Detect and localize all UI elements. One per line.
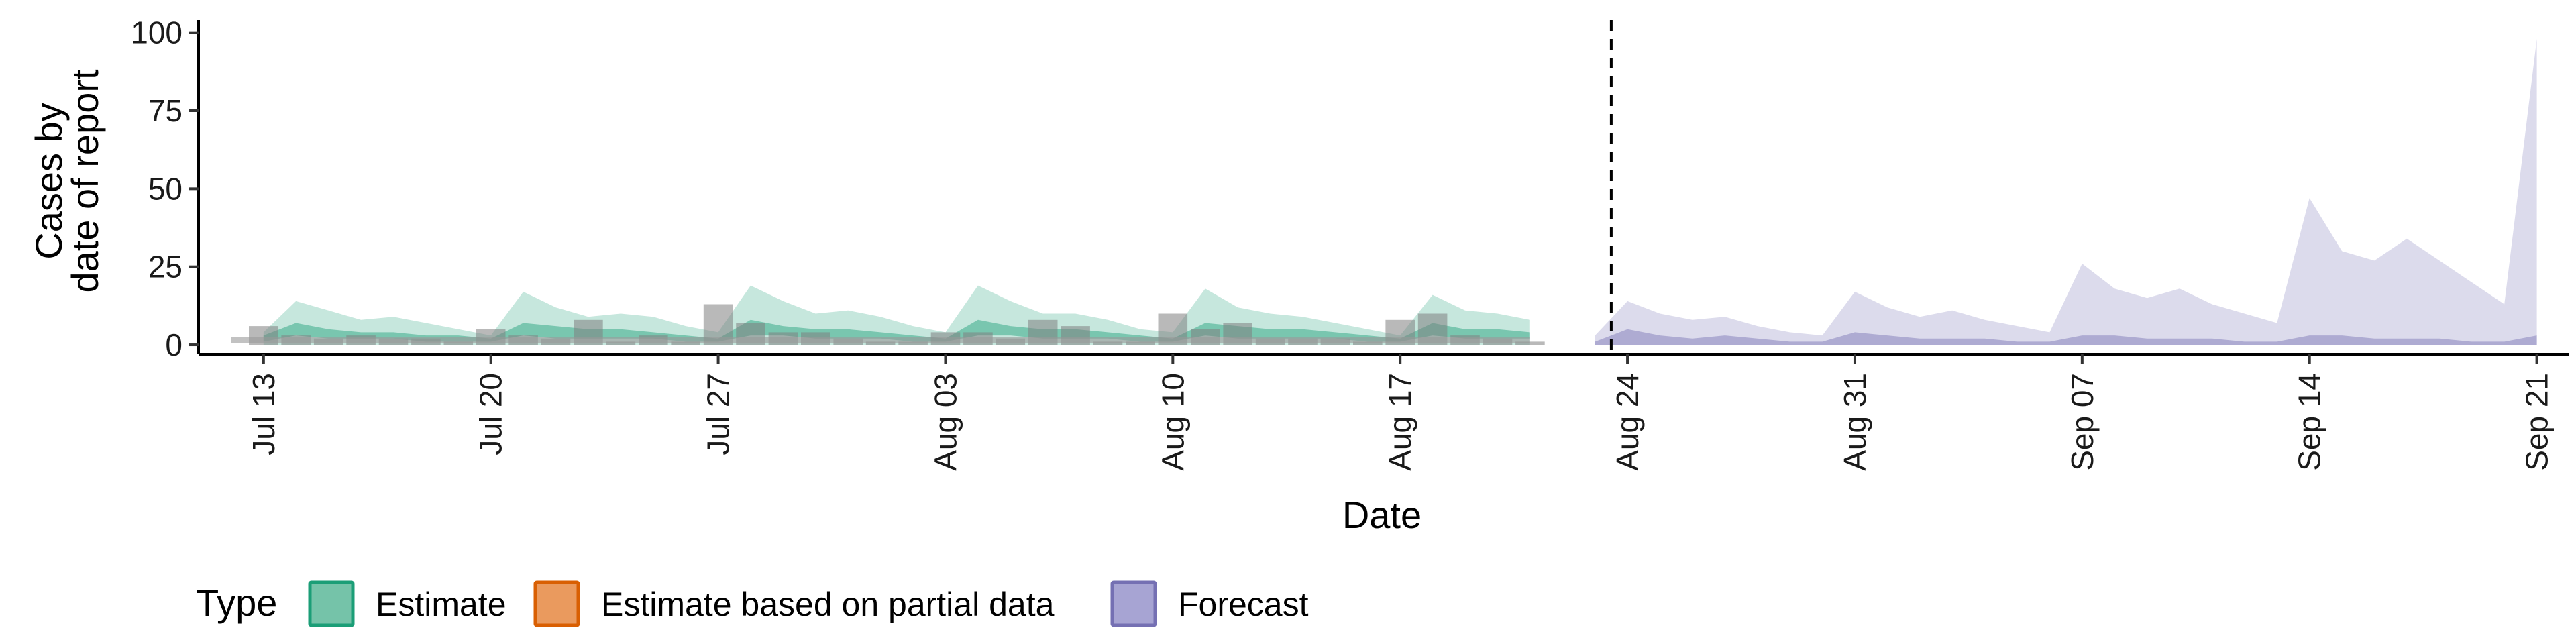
x-tick-label-10: Sep 21 <box>2520 373 2555 471</box>
x-tick-label-0: Jul 13 <box>246 373 281 455</box>
y-axis-title-line2: date of report <box>64 69 106 293</box>
x-tick-label-3: Aug 03 <box>928 373 963 471</box>
legend-label-partial: Estimate based on partial data <box>601 586 1055 623</box>
y-tick-label-25: 25 <box>148 250 182 284</box>
legend-label-forecast: Forecast <box>1178 586 1309 623</box>
forecast-inner-band <box>1595 329 2537 345</box>
legend-key-partial <box>533 580 580 627</box>
y-axis-title-line1: Cases by <box>28 103 70 259</box>
x-tick-label-5: Aug 17 <box>1383 373 1417 471</box>
legend-key-forecast <box>1110 580 1157 627</box>
forecast-outer-band <box>1595 39 2537 345</box>
x-tick-label-9: Sep 14 <box>2292 373 2327 471</box>
reported-cases-bar-39 <box>1515 341 1545 345</box>
y-tick-label-100: 100 <box>131 15 182 50</box>
legend-label-estimate: Estimate <box>376 586 506 623</box>
x-tick-label-2: Jul 27 <box>701 373 736 455</box>
y-tick-label-75: 75 <box>148 93 182 128</box>
plot-area: 0 25 50 75 100 Jul 13 Jul 20 Jul 27 Aug 03 Aug 10… <box>131 15 2569 471</box>
x-tick-label-7: Aug 31 <box>1837 373 1872 471</box>
legend: Type Estimate Estimate based on partial … <box>196 580 1309 627</box>
x-tick-label-8: Sep 07 <box>2065 373 2100 471</box>
y-tick-label-0: 0 <box>165 327 182 362</box>
x-tick-label-6: Aug 24 <box>1610 373 1645 471</box>
legend-key-estimate <box>308 580 355 627</box>
legend-title: Type <box>196 582 277 624</box>
x-tick-label-1: Jul 20 <box>474 373 508 455</box>
x-tick-label-4: Aug 10 <box>1155 373 1190 471</box>
y-tick-label-50: 50 <box>148 171 182 206</box>
x-axis-title: Date <box>1342 494 1421 536</box>
